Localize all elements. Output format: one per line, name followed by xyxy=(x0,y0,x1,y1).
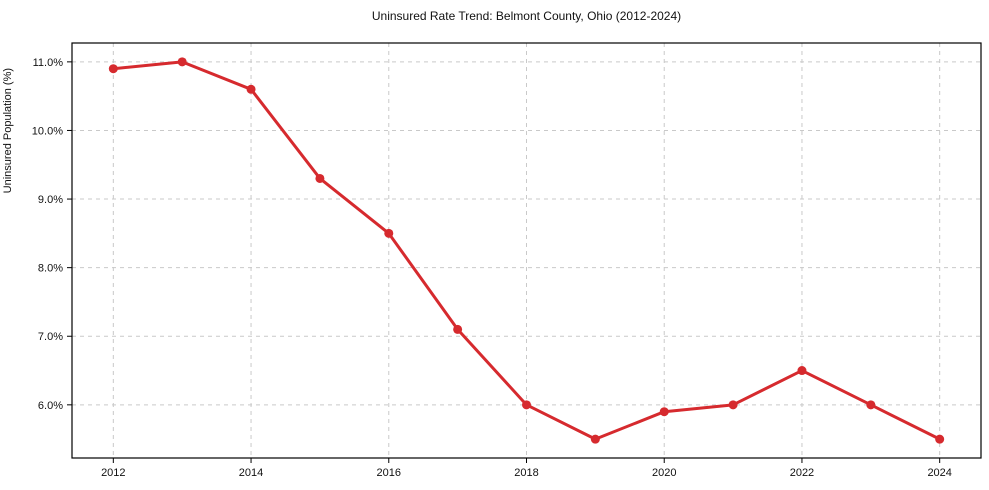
y-axis-tick-label: 11.0% xyxy=(33,57,64,69)
x-axis-tick-label: 2020 xyxy=(652,467,676,479)
x-axis-tick-label: 2016 xyxy=(377,467,401,479)
x-axis-tick-label: 2014 xyxy=(239,467,263,479)
data-point xyxy=(797,366,807,376)
x-axis-tick-label: 2024 xyxy=(927,467,951,479)
axes-box xyxy=(71,42,982,459)
data-point xyxy=(659,407,669,417)
data-point xyxy=(315,173,325,183)
data-point xyxy=(728,400,738,410)
y-axis-tick-label: 6.0% xyxy=(38,400,63,412)
data-point xyxy=(246,84,256,94)
data-point xyxy=(935,434,945,444)
chart-title: Uninsured Rate Trend: Belmont County, Oh… xyxy=(371,9,682,23)
data-point xyxy=(866,400,876,410)
y-axis-label: Uninsured Population (%) xyxy=(2,67,14,194)
x-axis-tick-label: 2012 xyxy=(101,467,125,479)
data-point xyxy=(384,228,394,238)
data-point xyxy=(590,434,600,444)
data-point xyxy=(177,57,187,67)
data-point xyxy=(522,400,531,410)
data-point xyxy=(453,324,463,334)
y-axis-tick-label: 8.0% xyxy=(38,263,63,275)
data-point xyxy=(108,64,118,74)
y-axis-tick-label: 9.0% xyxy=(38,194,63,206)
x-axis-tick-label: 2022 xyxy=(790,467,814,479)
x-axis-tick-label: 2018 xyxy=(514,467,538,479)
y-axis-tick-label: 10.0% xyxy=(32,125,63,137)
y-axis-tick-label: 7.0% xyxy=(38,331,63,343)
